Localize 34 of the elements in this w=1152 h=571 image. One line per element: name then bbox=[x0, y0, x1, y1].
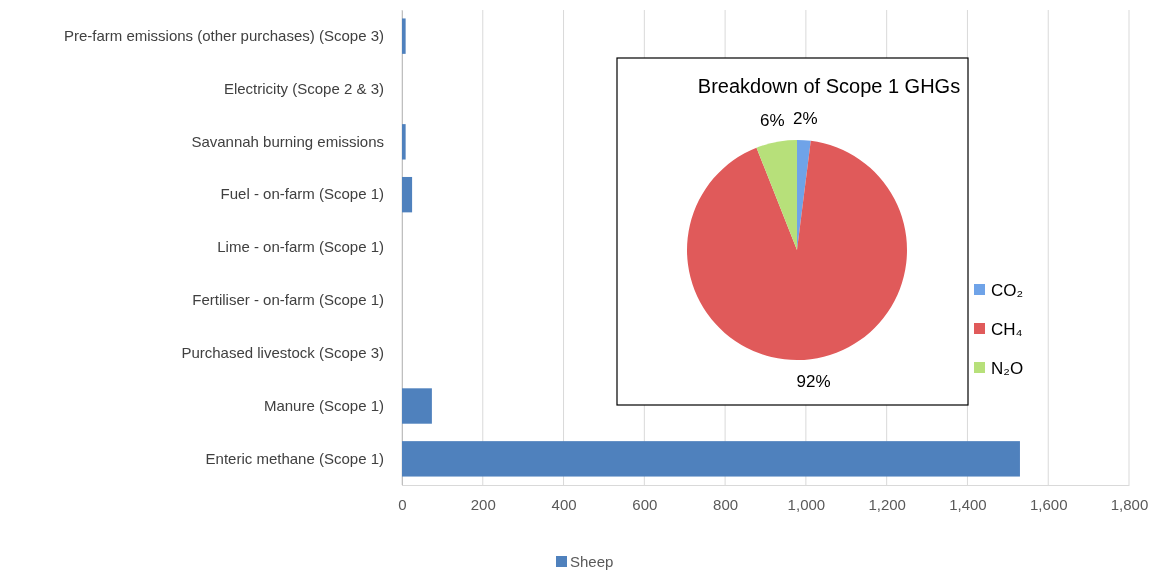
y-tick-label: Electricity (Scope 2 & 3) bbox=[223, 79, 384, 97]
x-tick-label: 1,000 bbox=[787, 495, 826, 513]
pie-slice bbox=[756, 140, 797, 250]
legend-label: N₂O bbox=[991, 359, 1024, 378]
y-tick-label: Manure (Scope 1) bbox=[263, 396, 384, 414]
y-tick-label: Fertiliser - on-farm (Scope 1) bbox=[192, 291, 384, 309]
legend-label: Sheep bbox=[570, 553, 614, 570]
x-tick-label: 1,200 bbox=[868, 495, 906, 513]
x-tick-label: 400 bbox=[551, 495, 577, 513]
x-tick-label: 1,800 bbox=[1110, 495, 1149, 513]
legend-label: CH₄ bbox=[991, 320, 1023, 339]
y-tick-label: Lime - on-farm (Scope 1) bbox=[217, 238, 384, 256]
x-tick-label: 200 bbox=[470, 495, 496, 513]
y-tick-label: Enteric methane (Scope 1) bbox=[205, 449, 384, 467]
y-tick-label: Savannah burning emissions bbox=[191, 132, 384, 150]
chart-title: Breakdown of Scope 1 GHGs bbox=[697, 75, 961, 97]
y-tick-label: Pre-farm emissions (other purchases) (Scope 3) bbox=[63, 26, 384, 44]
x-tick-label: 800 bbox=[713, 495, 739, 513]
x-tick-label: 1,600 bbox=[1029, 495, 1068, 513]
bar bbox=[402, 441, 1020, 477]
data-label: 6% bbox=[759, 111, 785, 131]
x-tick-label: 1,400 bbox=[949, 495, 987, 513]
legend-label: CO₂ bbox=[991, 281, 1024, 300]
bar bbox=[402, 388, 432, 424]
y-tick-label: Fuel - on-farm (Scope 1) bbox=[220, 185, 384, 203]
bar bbox=[402, 124, 406, 160]
data-label: 92% bbox=[796, 371, 831, 391]
x-tick-label: 0 bbox=[398, 495, 407, 513]
pie-slice bbox=[687, 140, 907, 360]
x-tick-label: 600 bbox=[632, 495, 658, 513]
y-tick-label: Purchased livestock (Scope 3) bbox=[181, 343, 384, 361]
data-label: 2% bbox=[793, 109, 818, 129]
bar bbox=[402, 18, 406, 54]
bar bbox=[402, 176, 413, 213]
